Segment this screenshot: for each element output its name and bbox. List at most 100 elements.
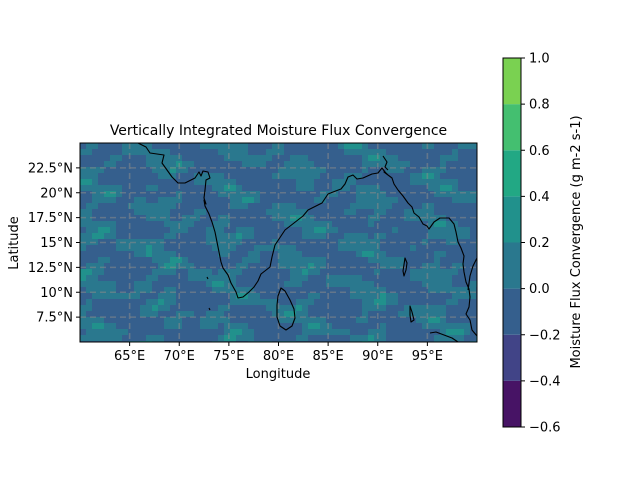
- field-cell: [182, 287, 189, 294]
- field-cell: [362, 149, 369, 156]
- field-cell: [230, 167, 237, 174]
- field-cell: [194, 257, 201, 264]
- field-cell: [92, 245, 99, 252]
- field-cell: [236, 317, 243, 324]
- field-cell: [128, 311, 135, 318]
- field-cell: [356, 203, 363, 210]
- field-cell: [104, 221, 111, 228]
- field-cell: [206, 257, 213, 264]
- field-cell: [458, 281, 465, 288]
- field-cell: [86, 191, 93, 198]
- field-cell: [470, 293, 477, 300]
- field-cell: [110, 281, 117, 288]
- field-cell: [98, 179, 105, 186]
- field-cell: [410, 263, 417, 270]
- field-cell: [278, 329, 285, 336]
- field-cell: [314, 215, 321, 222]
- field-cell: [302, 293, 309, 300]
- field-cell: [188, 275, 195, 282]
- field-cell: [104, 329, 111, 336]
- field-cell: [386, 305, 393, 312]
- field-cell: [284, 239, 291, 246]
- field-cell: [206, 149, 213, 156]
- field-cell: [152, 263, 159, 270]
- field-cell: [296, 149, 303, 156]
- field-cell: [188, 287, 195, 294]
- field-cell: [446, 143, 453, 150]
- field-cell: [320, 179, 327, 186]
- field-cell: [320, 173, 327, 180]
- field-cell: [296, 173, 303, 180]
- field-cell: [296, 143, 303, 150]
- field-cell: [458, 317, 465, 324]
- field-cell: [452, 197, 459, 204]
- field-cell: [296, 263, 303, 270]
- field-cell: [266, 329, 273, 336]
- field-cell: [374, 299, 381, 306]
- field-cell: [146, 251, 153, 258]
- field-cell: [260, 311, 267, 318]
- field-cell: [164, 329, 171, 336]
- field-cell: [392, 185, 399, 192]
- field-cell: [332, 167, 339, 174]
- field-cell: [470, 281, 477, 288]
- field-cell: [290, 293, 297, 300]
- field-cell: [434, 311, 441, 318]
- field-cell: [374, 257, 381, 264]
- field-cell: [344, 173, 351, 180]
- coastline-nicobar: [409, 305, 415, 323]
- field-cell: [356, 221, 363, 228]
- field-cell: [110, 275, 117, 282]
- field-cell: [284, 185, 291, 192]
- field-cell: [434, 227, 441, 234]
- field-cell: [302, 203, 309, 210]
- field-cell: [464, 203, 471, 210]
- field-cell: [374, 167, 381, 174]
- coastline-andaman: [402, 257, 408, 277]
- field-cell: [356, 173, 363, 180]
- field-cell: [224, 155, 231, 162]
- field-cell: [302, 179, 309, 186]
- field-cell: [218, 149, 225, 156]
- field-cell: [452, 143, 459, 150]
- field-cell: [236, 173, 243, 180]
- field-cell: [200, 299, 207, 306]
- field-cell: [338, 191, 345, 198]
- field-cell: [230, 257, 237, 264]
- field-cell: [416, 293, 423, 300]
- field-cell: [266, 305, 273, 312]
- field-cell: [362, 155, 369, 162]
- field-cell: [188, 257, 195, 264]
- field-cell: [410, 203, 417, 210]
- field-cell: [338, 245, 345, 252]
- field-cell: [170, 221, 177, 228]
- field-cell: [338, 311, 345, 318]
- field-cell: [116, 251, 123, 258]
- field-cell: [332, 227, 339, 234]
- field-cell: [440, 275, 447, 282]
- field-cell: [146, 257, 153, 264]
- field-cell: [104, 185, 111, 192]
- field-cell: [278, 227, 285, 234]
- field-cell: [266, 215, 273, 222]
- field-cell: [248, 227, 255, 234]
- field-cell: [284, 275, 291, 282]
- field-cell: [230, 263, 237, 270]
- field-cell: [164, 191, 171, 198]
- field-cell: [260, 287, 267, 294]
- field-cell: [224, 263, 231, 270]
- field-cell: [416, 317, 423, 324]
- field-cell: [194, 215, 201, 222]
- field-cell: [260, 191, 267, 198]
- field-cell: [188, 317, 195, 324]
- field-cell: [188, 311, 195, 318]
- field-cell: [248, 275, 255, 282]
- field-cell: [416, 143, 423, 150]
- field-cell: [242, 251, 249, 258]
- field-cell: [332, 263, 339, 270]
- field-cell: [80, 269, 87, 276]
- field-cell: [368, 161, 375, 168]
- field-cell: [194, 167, 201, 174]
- field-cell: [404, 221, 411, 228]
- field-cell: [80, 227, 87, 234]
